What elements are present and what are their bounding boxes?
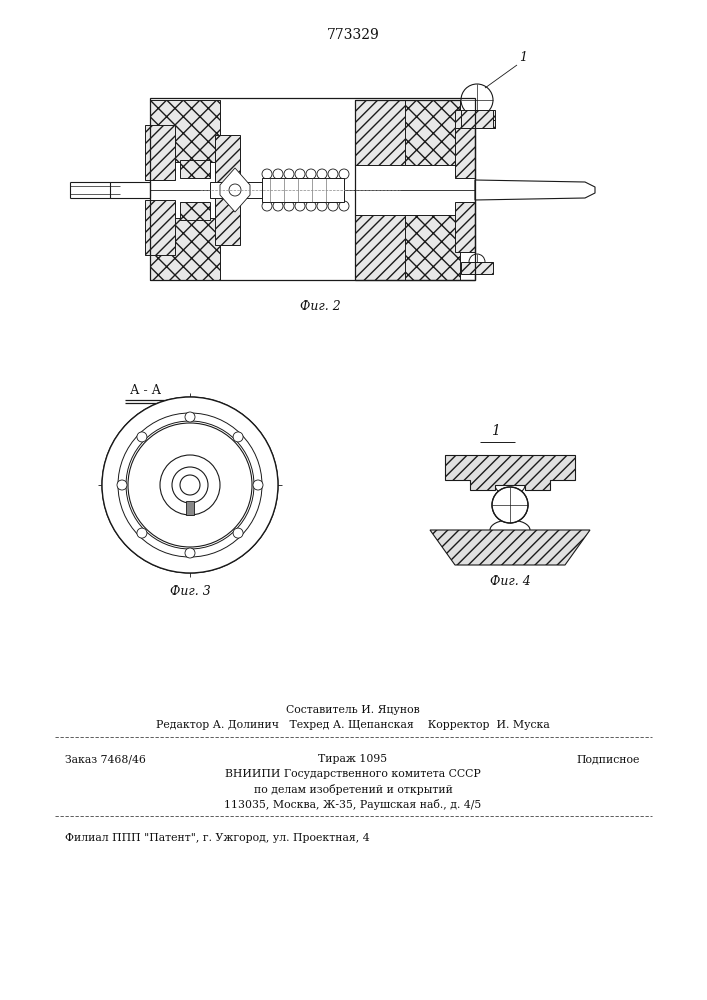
Circle shape xyxy=(461,84,493,116)
Bar xyxy=(465,120,495,128)
Text: А - А: А - А xyxy=(130,384,161,397)
Polygon shape xyxy=(445,455,575,490)
Circle shape xyxy=(185,412,195,422)
Circle shape xyxy=(295,169,305,179)
Bar xyxy=(210,182,270,198)
Circle shape xyxy=(295,201,305,211)
Circle shape xyxy=(328,169,338,179)
Circle shape xyxy=(185,548,195,558)
Bar xyxy=(150,98,475,280)
Circle shape xyxy=(339,169,349,179)
Circle shape xyxy=(328,201,338,211)
Bar xyxy=(145,125,175,180)
Circle shape xyxy=(180,475,200,495)
Circle shape xyxy=(160,455,220,515)
Circle shape xyxy=(117,480,127,490)
Circle shape xyxy=(137,432,147,442)
Bar xyxy=(355,100,475,280)
Circle shape xyxy=(253,480,263,490)
Text: Заказ 7468/46: Заказ 7468/46 xyxy=(65,754,146,764)
Circle shape xyxy=(102,397,278,573)
Bar xyxy=(145,200,175,255)
Bar xyxy=(180,160,210,178)
Circle shape xyxy=(273,169,283,179)
Circle shape xyxy=(172,467,208,503)
Circle shape xyxy=(118,413,262,557)
Text: ВНИИПИ Государственного комитета СССР: ВНИИПИ Государственного комитета СССР xyxy=(225,769,481,779)
Circle shape xyxy=(229,184,241,196)
Wedge shape xyxy=(492,505,527,523)
Circle shape xyxy=(469,254,485,270)
Bar xyxy=(461,262,493,274)
Bar xyxy=(455,128,475,178)
Circle shape xyxy=(273,201,283,211)
Circle shape xyxy=(126,421,254,549)
Bar xyxy=(455,202,475,252)
Circle shape xyxy=(306,169,316,179)
Bar xyxy=(150,100,220,162)
Bar xyxy=(186,501,194,515)
Circle shape xyxy=(317,201,327,211)
Wedge shape xyxy=(128,423,252,547)
Circle shape xyxy=(262,169,272,179)
Wedge shape xyxy=(160,455,220,515)
Circle shape xyxy=(317,169,327,179)
Bar xyxy=(461,110,493,128)
Bar xyxy=(215,195,240,245)
Bar xyxy=(150,218,220,280)
Text: 1: 1 xyxy=(491,424,499,438)
Text: Подписное: Подписное xyxy=(577,754,640,764)
Bar xyxy=(405,215,460,280)
Bar xyxy=(180,202,210,220)
Text: Фиг. 2: Фиг. 2 xyxy=(300,300,340,313)
Bar xyxy=(355,215,410,280)
Text: 1: 1 xyxy=(519,51,527,64)
Circle shape xyxy=(284,169,294,179)
Bar xyxy=(262,178,344,202)
Text: Фиг. 3: Фиг. 3 xyxy=(170,585,211,598)
Wedge shape xyxy=(102,397,278,573)
Bar xyxy=(215,135,240,185)
Text: Тираж 1095: Тираж 1095 xyxy=(318,754,387,764)
Polygon shape xyxy=(430,530,590,565)
Polygon shape xyxy=(220,168,250,212)
Circle shape xyxy=(339,201,349,211)
Bar xyxy=(355,100,410,165)
Circle shape xyxy=(137,528,147,538)
Circle shape xyxy=(284,201,294,211)
Bar xyxy=(110,182,150,198)
Circle shape xyxy=(492,487,528,523)
Text: по делам изобретений и открытий: по делам изобретений и открытий xyxy=(254,784,452,795)
Text: 113035, Москва, Ж-35, Раушская наб., д. 4/5: 113035, Москва, Ж-35, Раушская наб., д. … xyxy=(224,799,481,810)
Circle shape xyxy=(306,201,316,211)
Text: 773329: 773329 xyxy=(327,28,380,42)
Text: Фиг. 4: Фиг. 4 xyxy=(490,575,530,588)
Text: Филиал ППП "Патент", г. Ужгород, ул. Проектная, 4: Филиал ППП "Патент", г. Ужгород, ул. Про… xyxy=(65,833,370,843)
Circle shape xyxy=(262,201,272,211)
Bar xyxy=(405,100,460,165)
Circle shape xyxy=(233,528,243,538)
Text: Составитель И. Яцунов: Составитель И. Яцунов xyxy=(286,705,420,715)
Text: Редактор А. Долинич   Техред А. Щепанская    Корректор  И. Муска: Редактор А. Долинич Техред А. Щепанская … xyxy=(156,720,550,730)
Polygon shape xyxy=(475,180,595,200)
Bar xyxy=(455,110,495,128)
Circle shape xyxy=(233,432,243,442)
